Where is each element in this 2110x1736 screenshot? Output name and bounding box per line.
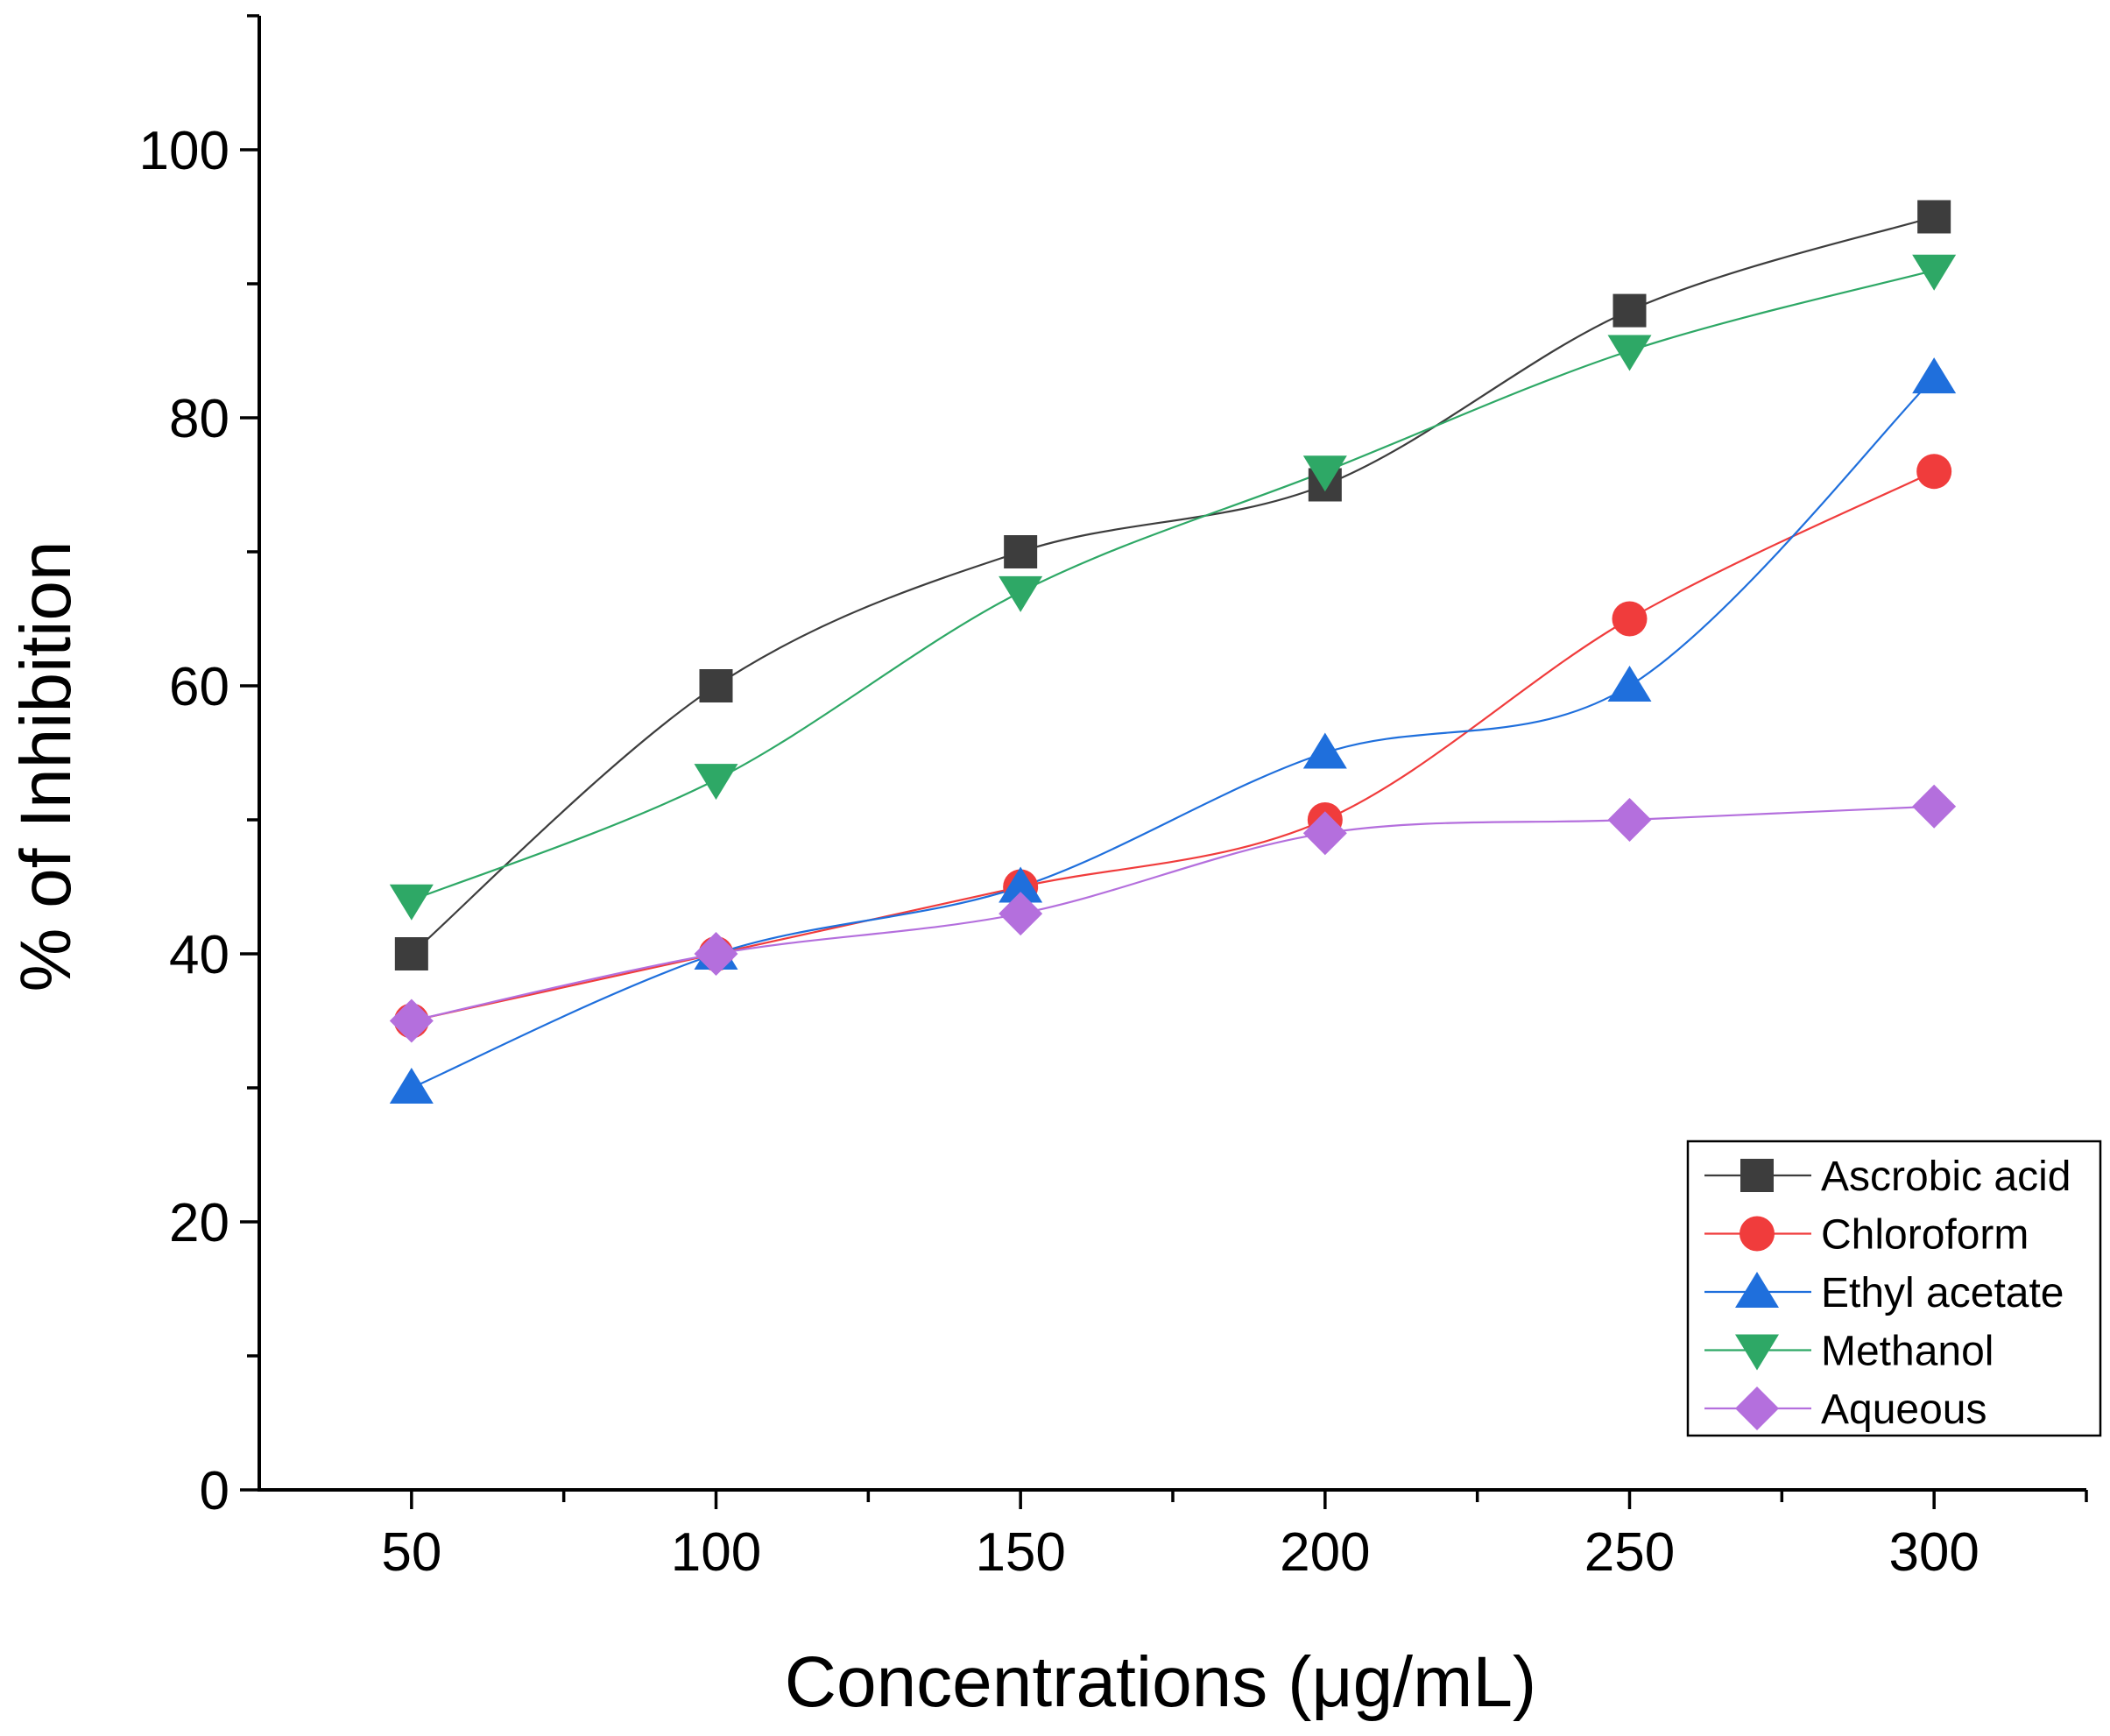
data-point-methanol [389, 884, 434, 921]
data-point-ascrobic-acid [394, 937, 428, 970]
legend-marker-ethyl-acetate [1735, 1272, 1779, 1308]
data-point-chloroform [1916, 454, 1952, 490]
legend-label-methanol: Methanol [1821, 1329, 1994, 1375]
legend-marker-aqueous [1735, 1387, 1779, 1430]
data-point-ascrobic-acid [1004, 535, 1038, 568]
y-tick-label: 60 [169, 657, 229, 717]
data-point-ascrobic-acid [699, 669, 733, 702]
data-point-aqueous [999, 892, 1043, 936]
data-point-ethyl-acetate [1607, 666, 1652, 702]
data-point-aqueous [1607, 798, 1652, 842]
data-point-aqueous [694, 932, 738, 976]
data-point-ethyl-acetate [999, 866, 1043, 903]
y-axis-title: % of Inhibition [6, 540, 86, 991]
series-line-ethyl-acetate [411, 377, 1935, 1090]
data-point-methanol [694, 764, 738, 801]
data-point-ascrobic-acid [1612, 293, 1647, 328]
data-point-methanol [1912, 254, 1957, 291]
data-point-methanol [1607, 335, 1652, 371]
legend-marker-chloroform [1740, 1216, 1775, 1252]
data-point-methanol [1302, 455, 1347, 492]
y-tick-label: 0 [200, 1461, 229, 1521]
y-tick-label: 20 [169, 1193, 229, 1253]
legend-label-ascrobic-acid: Ascrobic acid [1821, 1154, 2071, 1200]
x-ticks: 50 100 150 200 250 300 [381, 1490, 2088, 1583]
y-ticks: 0 20 40 60 80 100 [139, 14, 259, 1521]
series-line-chloroform [411, 470, 1935, 1022]
series-markers [389, 200, 1957, 1104]
series-line-ascrobic-acid [411, 215, 1935, 955]
data-point-aqueous [1912, 784, 1957, 829]
legend-marker-methanol [1735, 1334, 1779, 1371]
legend-label-ethyl-acetate: Ethyl acetate [1821, 1270, 2064, 1316]
y-tick-label: 100 [139, 121, 229, 181]
x-tick-label: 150 [975, 1522, 1065, 1583]
x-tick-label: 100 [671, 1522, 761, 1583]
data-point-ascrobic-acid [1917, 200, 1951, 234]
y-tick-label: 40 [169, 925, 229, 985]
x-tick-label: 250 [1584, 1522, 1675, 1583]
data-point-aqueous [389, 999, 434, 1043]
series-lines [411, 215, 1935, 1090]
legend: Ascrobic acid Chloroform Ethyl acetate Meth… [1686, 1140, 2102, 1437]
data-point-ethyl-acetate [1912, 357, 1957, 394]
data-point-chloroform [1612, 601, 1648, 637]
legend-label-chloroform: Chloroform [1821, 1212, 2029, 1259]
x-tick-label: 50 [381, 1522, 441, 1583]
legend-marker-ascrobic-acid [1740, 1159, 1774, 1192]
series-line-methanol [411, 269, 1935, 901]
data-point-ethyl-acetate [1302, 732, 1347, 769]
data-point-ethyl-acetate [389, 1068, 434, 1104]
x-tick-label: 300 [1888, 1522, 1979, 1583]
legend-label-aqueous: Aqueous [1821, 1387, 1987, 1433]
y-tick-label: 80 [169, 389, 229, 449]
x-axis-title: Concentrations (μg/mL) [785, 1642, 1536, 1722]
data-point-methanol [999, 575, 1043, 612]
data-point-aqueous [1302, 811, 1347, 856]
x-tick-label: 200 [1280, 1522, 1370, 1583]
series-line-aqueous [411, 805, 1935, 1022]
